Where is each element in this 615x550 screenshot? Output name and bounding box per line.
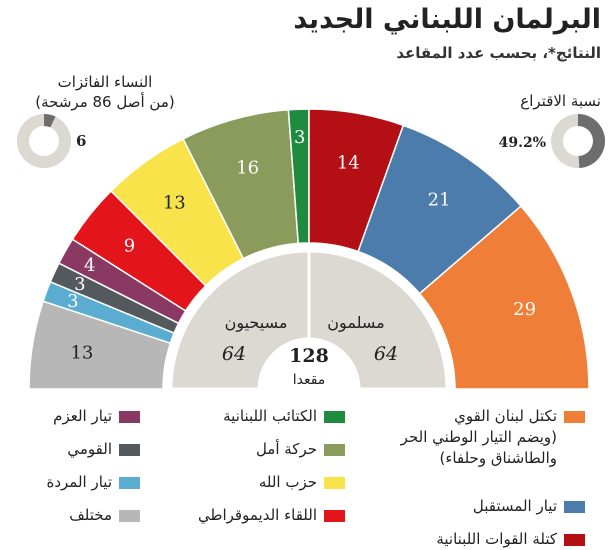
legend-label: تيار المردة: [46, 473, 112, 491]
slice-label-6: 16: [236, 157, 259, 178]
legend-label: حركة أمل: [255, 440, 317, 458]
women-value-label: 6: [76, 132, 86, 150]
legend-item-mid-0: الكتائب اللبنانية: [223, 406, 345, 427]
women-donut-fill: [44, 114, 56, 128]
legend-swatch: [119, 444, 140, 456]
slice-label-3: 4: [84, 255, 95, 276]
legend-item-left-2: تيار المردة: [46, 472, 140, 493]
women-donut-track: [16, 114, 71, 168]
women-donut: [16, 114, 71, 168]
legend-item-right-2: كتلة القوات اللبنانية: [436, 529, 585, 550]
turnout-donut: [550, 114, 605, 168]
christians-label: مسيحيون: [225, 313, 288, 333]
slice-label-2: 3: [74, 274, 85, 295]
legend-swatch: [324, 510, 345, 522]
legend-swatch: [564, 534, 585, 546]
legend-item-right-0: تكتل لبنان القوي (ويضم التيار الوطني الحر…: [401, 406, 585, 469]
slice-label-10: 29: [513, 299, 536, 320]
slice-label-4: 9: [124, 235, 135, 256]
total-seats-value: 128: [289, 345, 329, 367]
slice-label-1: 3: [67, 291, 78, 312]
legend-item-right-1: تيار المستقبل: [473, 496, 585, 517]
legend-item-mid-1: حركة أمل: [256, 439, 345, 460]
slice-label-8: 14: [337, 152, 360, 173]
slice-label-0: 13: [70, 342, 93, 363]
chart-subtitle: النتائج*، بحسب عدد المقاعد: [396, 44, 601, 62]
legend-swatch: [119, 510, 140, 522]
slice-label-7: 3: [294, 127, 305, 148]
legend-item-left-0: تيار العزم: [53, 406, 140, 427]
chart-title: البرلمان اللبناني الجديد: [293, 4, 601, 35]
slice-10: [418, 205, 590, 390]
legend-swatch: [119, 411, 140, 423]
women-winners-label: النساء الفائزات (من أصل 86 مرشحة): [20, 72, 190, 112]
total-seats-unit: مقعدا: [293, 372, 326, 388]
legend-item-mid-2: حزب الله: [259, 472, 345, 493]
legend-label: اللقاء الديموقراطي: [198, 506, 317, 524]
legend-label: كتلة القوات اللبنانية: [436, 530, 557, 548]
muslims-label: مسلمون: [327, 313, 384, 333]
seat-slices: [28, 108, 590, 390]
muslims-value: 64: [374, 343, 398, 365]
legend-item-left-3: مختلف: [69, 505, 140, 526]
religion-split: [169, 249, 449, 391]
legend-swatch: [564, 501, 585, 513]
turnout-donut-fill: [578, 114, 605, 168]
turnout-value-label: 49.2%: [499, 135, 546, 151]
legend-label: مختلف: [69, 506, 112, 524]
slice-label-9: 21: [428, 189, 451, 210]
legend-item-mid-3: اللقاء الديموقراطي: [198, 505, 345, 526]
legend-swatch: [564, 411, 585, 423]
legend-label: القومي: [67, 440, 112, 458]
legend-item-left-1: القومي: [67, 439, 140, 460]
legend-label: تيار العزم: [53, 407, 112, 425]
turnout-label: نسبة الاقتراع: [520, 92, 601, 110]
muslims-segment: [307, 249, 449, 391]
slice-label-5: 13: [163, 193, 186, 214]
legend-label: تكتل لبنان القوي (ويضم التيار الوطني الحر…: [400, 407, 557, 467]
legend-swatch: [119, 477, 140, 489]
legend-swatch: [324, 411, 345, 423]
christians-segment: [169, 249, 311, 391]
legend-swatch: [324, 444, 345, 456]
legend-label: تيار المستقبل: [472, 497, 557, 515]
legend-label: حزب الله: [258, 473, 317, 491]
women-label-line1: النساء الفائزات: [57, 73, 153, 91]
legend-swatch: [324, 477, 345, 489]
legend-label: الكتائب اللبنانية: [223, 407, 317, 425]
women-label-line2: (من أصل 86 مرشحة): [35, 93, 175, 111]
christians-value: 64: [222, 343, 246, 365]
